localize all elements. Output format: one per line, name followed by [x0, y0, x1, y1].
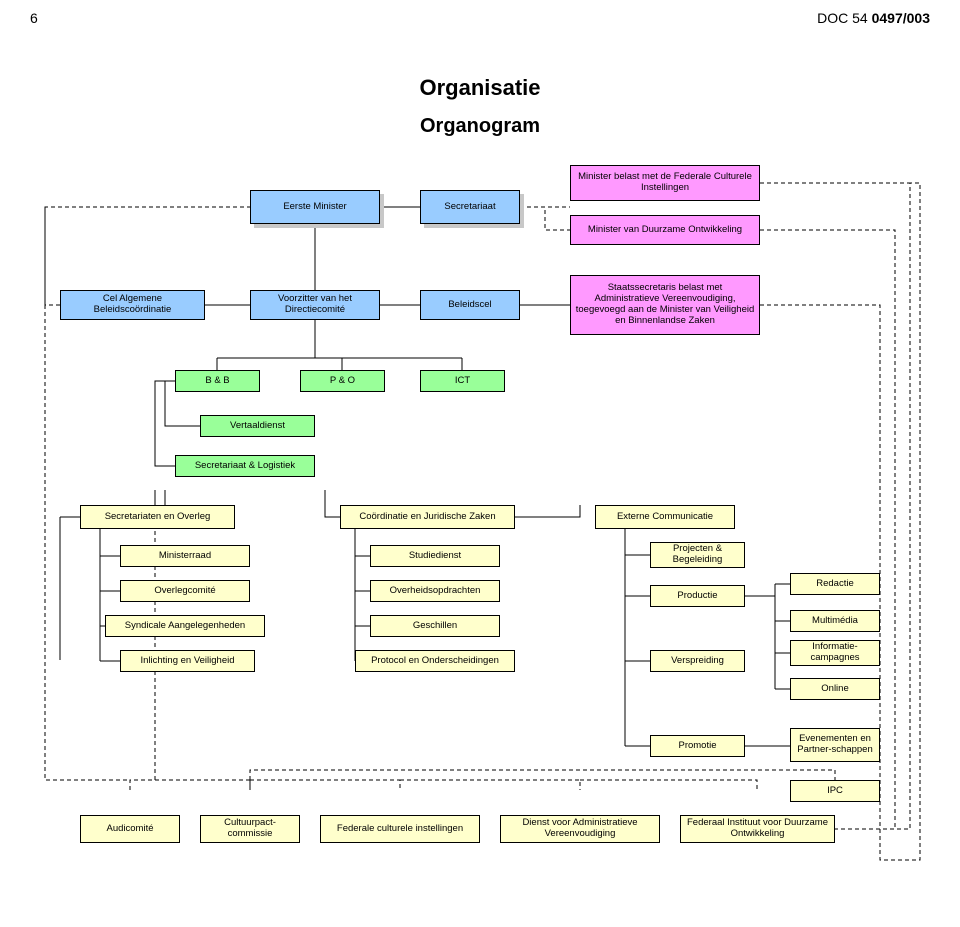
org-node-coordinatie-juridische: Coördinatie en Juridische Zaken	[340, 505, 515, 529]
org-node-ipc: IPC	[790, 780, 880, 802]
org-node-voorzitter: Voorzitter van het Directiecomité	[250, 290, 380, 320]
org-node-audicomite: Audicomité	[80, 815, 180, 843]
org-node-geschillen: Geschillen	[370, 615, 500, 637]
org-node-redactie: Redactie	[790, 573, 880, 595]
organogram-canvas: Eerste Minister Secretariaat Minister bela…	[0, 0, 960, 927]
org-node-beleidscel: Beleidscel	[420, 290, 520, 320]
org-node-cultuurpact: Cultuurpact-commissie	[200, 815, 300, 843]
org-node-secr-logistiek: Secretariaat & Logistiek	[175, 455, 315, 477]
org-node-staatssecretaris: Staatssecretaris belast met Administrati…	[570, 275, 760, 335]
org-node-bnb: B & B	[175, 370, 260, 392]
org-node-minister-duurzame: Minister van Duurzame Ontwikkeling	[570, 215, 760, 245]
org-node-cel-algemene: Cel Algemene Beleidscoördinatie	[60, 290, 205, 320]
org-node-secretariaat: Secretariaat	[420, 190, 520, 224]
org-node-dienst-admin: Dienst voor Administratieve Vereenvoudig…	[500, 815, 660, 843]
org-node-ministerraad: Ministerraad	[120, 545, 250, 567]
org-node-ict: ICT	[420, 370, 505, 392]
org-node-overheidsopdrachten: Overheidsopdrachten	[370, 580, 500, 602]
org-node-secretariaten-overleg: Secretariaten en Overleg	[80, 505, 235, 529]
org-node-federale-culturele: Federale culturele instellingen	[320, 815, 480, 843]
org-node-evenementen: Evenementen en Partner-schappen	[790, 728, 880, 762]
org-node-externe-communicatie: Externe Communicatie	[595, 505, 735, 529]
org-node-productie: Productie	[650, 585, 745, 607]
org-node-informatiecampagnes: Informatie-campagnes	[790, 640, 880, 666]
org-node-pno: P & O	[300, 370, 385, 392]
org-node-protocol: Protocol en Onderscheidingen	[355, 650, 515, 672]
org-node-syndicale: Syndicale Aangelegenheden	[105, 615, 265, 637]
org-node-vertaaldienst: Vertaaldienst	[200, 415, 315, 437]
org-node-multimedia: Multimédia	[790, 610, 880, 632]
org-node-studiedienst: Studiedienst	[370, 545, 500, 567]
org-node-federaal-instituut: Federaal Instituut voor Duurzame Ontwikk…	[680, 815, 835, 843]
org-node-projecten-begeleiding: Projecten & Begeleiding	[650, 542, 745, 568]
org-node-online: Online	[790, 678, 880, 700]
org-node-verspreiding: Verspreiding	[650, 650, 745, 672]
org-node-inlichting-veiligheid: Inlichting en Veiligheid	[120, 650, 255, 672]
org-node-eerste-minister: Eerste Minister	[250, 190, 380, 224]
org-node-overlegcomite-sub: Overlegcomité	[120, 580, 250, 602]
org-node-minister-culturele: Minister belast met de Federale Culturel…	[570, 165, 760, 201]
org-node-promotie: Promotie	[650, 735, 745, 757]
